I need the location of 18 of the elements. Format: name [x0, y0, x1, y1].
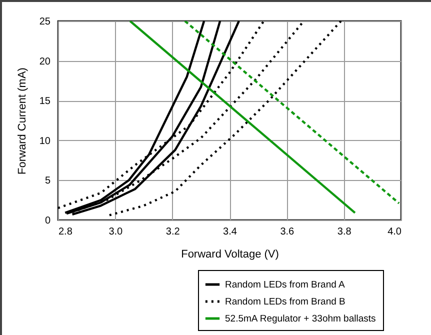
legend-label: Random LEDs from Brand B — [225, 296, 346, 308]
x-tick-label: 2.8 — [58, 226, 73, 238]
y-tick-label: 15 — [39, 96, 51, 108]
legend-label: 52.5mA Regulator + 33ohm ballasts — [225, 314, 376, 324]
y-axis-title: Forward Current (mA) — [16, 68, 28, 174]
y-tick-label: 20 — [39, 56, 51, 68]
x-tick-label: 3.2 — [166, 226, 180, 238]
y-tick-label: 10 — [39, 136, 51, 147]
x-tick-label: 3.6 — [280, 226, 295, 238]
x-tick-label: 3.8 — [337, 226, 352, 238]
y-tick-label: 0 — [44, 216, 51, 226]
legend-label: Random LEDs from Brand A — [225, 280, 346, 290]
x-tick-label: 3.0 — [108, 226, 124, 238]
y-tick-label: 5 — [44, 176, 51, 187]
x-tick-label: 4.0 — [388, 226, 402, 238]
y-tick-label: 25 — [39, 16, 51, 28]
x-tick-label: 3.4 — [223, 226, 238, 238]
x-axis-title: Forward Voltage (V) — [181, 248, 279, 260]
